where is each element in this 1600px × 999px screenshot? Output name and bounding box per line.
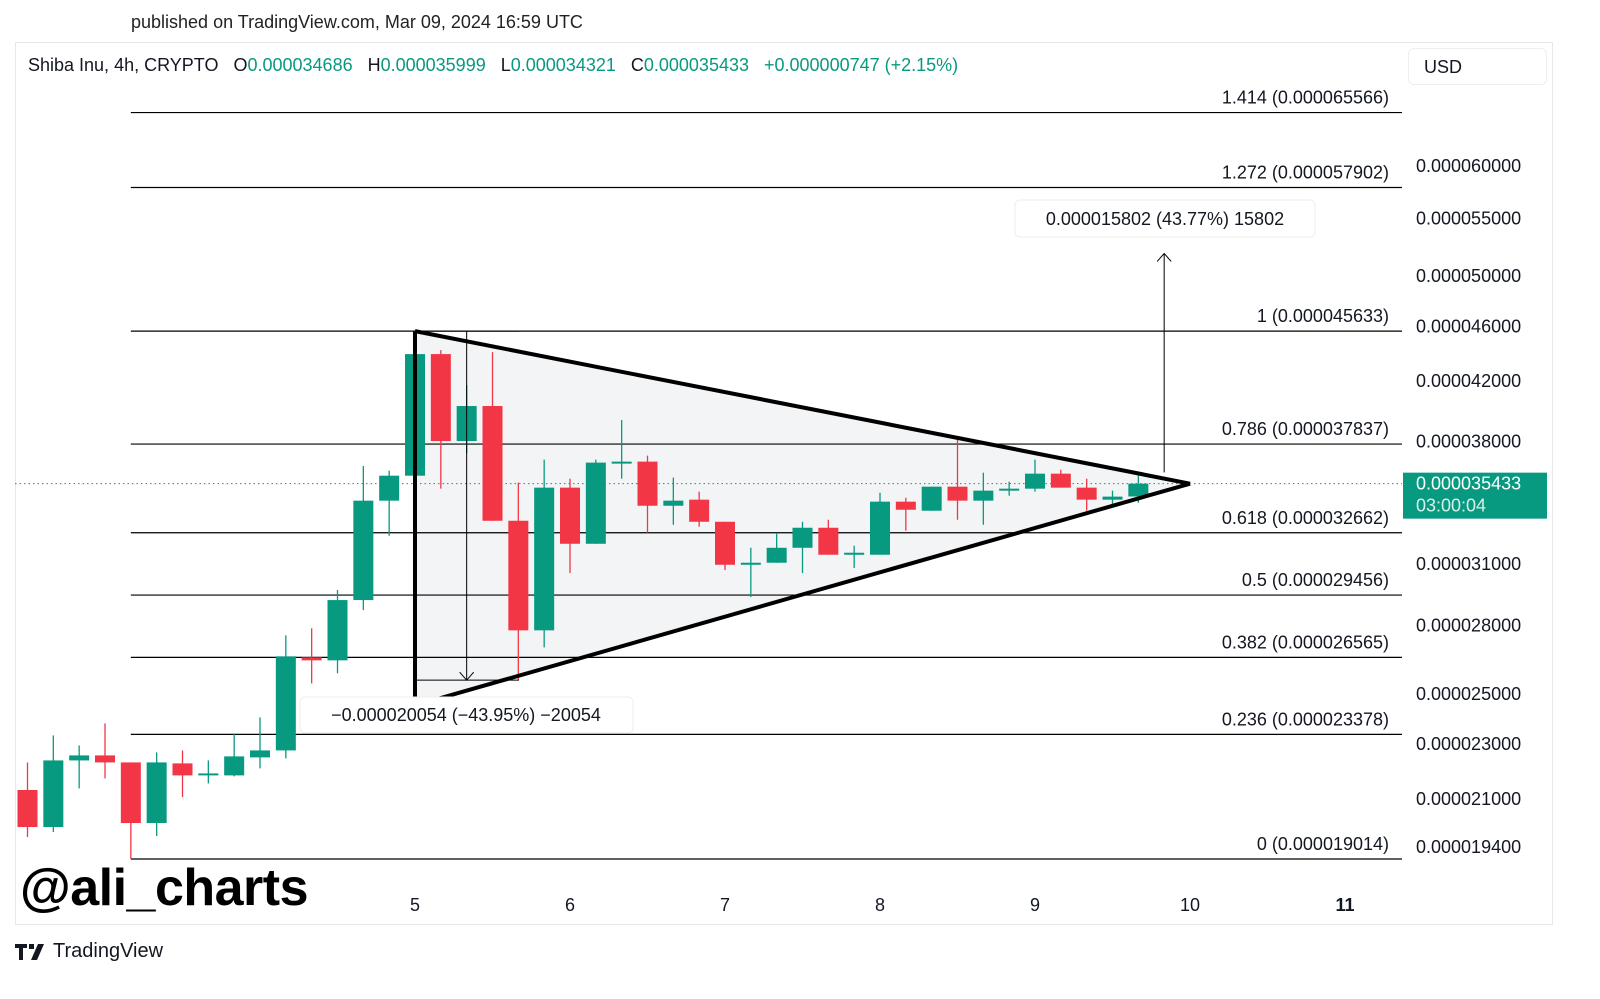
open-label: O: [233, 55, 248, 75]
candle-bullish: [198, 773, 219, 776]
candle-bearish: [947, 486, 968, 501]
x-axis-tick-label: 9: [1030, 895, 1040, 915]
y-axis-tick-label: 0.000055000: [1416, 209, 1521, 229]
measure-label: 0.000015802 (43.77%) 15802: [1046, 209, 1284, 229]
candle-bullish: [766, 547, 787, 563]
countdown-label: 03:00:04: [1416, 496, 1486, 516]
symbol-name: Shiba Inu, 4h, CRYPTO: [28, 55, 219, 75]
x-axis-tick-label: 8: [875, 895, 885, 915]
measure-label-box: [299, 696, 634, 734]
x-axis-tick-label: 7: [720, 895, 730, 915]
measure-label-box: [1014, 199, 1316, 238]
y-axis-tick-label: 0.000031000: [1416, 554, 1521, 574]
close-value: 0.000035433: [643, 55, 749, 75]
measure-arrowhead-icon: [1156, 252, 1172, 262]
candle-bearish: [301, 657, 322, 661]
candle-bullish: [611, 461, 632, 464]
fib-level-label: 0.786 (0.000037837): [1222, 419, 1389, 439]
y-axis-tick-label: 0.000023000: [1416, 734, 1521, 754]
candle-bearish: [172, 763, 193, 776]
current-price-badge: [1403, 472, 1547, 519]
candle-bullish: [224, 756, 245, 776]
candle-bullish: [921, 486, 942, 511]
candle-bullish: [1025, 473, 1045, 489]
y-axis-tick-label: 0.000019400: [1416, 837, 1521, 857]
candle-bullish: [792, 527, 813, 548]
tradingview-logo-icon: [15, 943, 44, 960]
candle-bearish: [895, 501, 916, 510]
candle-bullish: [1128, 483, 1149, 497]
y-axis-tick-label: 0.000042000: [1416, 371, 1521, 391]
triangle-lower-trendline: [414, 481, 1191, 708]
fib-level-label: 0.236 (0.000023378): [1222, 709, 1389, 729]
currency-button[interactable]: USD: [1408, 48, 1547, 85]
fib-level-label: 1 (0.000045633): [1257, 306, 1389, 326]
x-axis-tick-label: 5: [410, 895, 420, 915]
y-axis-tick-label: 0.000021000: [1416, 789, 1521, 809]
x-axis-tick-label: 11: [1335, 895, 1354, 915]
low-value: 0.000034321: [510, 55, 616, 75]
fib-level-label: 0.382 (0.000026565): [1222, 632, 1389, 652]
candle-bearish: [120, 762, 141, 824]
fib-level-label: 0.5 (0.000029456): [1242, 570, 1389, 590]
y-axis-tick-label: 0.000028000: [1416, 616, 1521, 636]
candle-bullish: [534, 487, 555, 631]
triangle-pattern-fill: [415, 331, 1190, 706]
ohlc-legend: Shiba Inu, 4h, CRYPTO O0.000034686 H0.00…: [28, 55, 958, 76]
x-axis-tick-label: 10: [1180, 895, 1200, 915]
candle-bullish: [663, 500, 684, 506]
fib-level-label: 1.272 (0.000057902): [1222, 163, 1389, 183]
published-note: published on TradingView.com, Mar 09, 20…: [131, 12, 583, 32]
candle-bullish: [275, 656, 296, 751]
y-axis-tick-label: 0.000050000: [1416, 266, 1521, 286]
close-label: C: [630, 55, 644, 75]
candle-bullish: [379, 475, 400, 501]
fib-level-label: 0.618 (0.000032662): [1222, 508, 1389, 528]
tradingview-logo[interactable]: TradingView: [15, 940, 163, 963]
y-axis-tick-label: 0.000038000: [1416, 431, 1521, 451]
candle-bullish: [146, 762, 167, 824]
watermark: @ali_charts: [20, 859, 309, 917]
triangle-upper-trendline: [414, 329, 1191, 486]
y-axis-tick-label: 0.000025000: [1416, 684, 1521, 704]
candle-bullish: [844, 552, 865, 555]
candle-bearish: [560, 487, 580, 544]
measure-label: −0.000020054 (−43.95%) −20054: [331, 705, 601, 725]
x-axis-tick-label: 6: [565, 895, 575, 915]
candle-bearish: [818, 527, 839, 555]
y-axis-tick-label: 0.000046000: [1416, 316, 1521, 336]
candle-bearish: [508, 520, 529, 631]
candle-bearish: [17, 790, 38, 828]
high-value: 0.000035999: [380, 55, 486, 75]
candle-bearish: [689, 499, 710, 522]
candle-bearish: [482, 406, 503, 521]
change-value: +0.000000747 (+2.15%): [764, 55, 959, 75]
fib-level-label: 0 (0.000019014): [1257, 834, 1389, 854]
candle-bullish: [973, 490, 994, 501]
candle-bullish: [999, 488, 1020, 491]
candle-bullish: [1102, 496, 1123, 500]
candle-bearish: [1076, 487, 1097, 500]
candle-bearish: [715, 521, 735, 565]
candle-bearish: [1050, 473, 1071, 488]
y-axis-tick-label: 0.000060000: [1416, 156, 1521, 176]
candle-bullish: [740, 562, 761, 565]
candle-bullish: [43, 760, 64, 828]
low-label: L: [500, 55, 511, 75]
open-value: 0.000034686: [247, 55, 353, 75]
candle-bullish: [69, 755, 90, 761]
candle-bullish: [327, 600, 348, 661]
fib-level-label: 1.414 (0.000065566): [1222, 88, 1389, 108]
candle-bullish: [870, 501, 890, 555]
candle-bullish: [250, 750, 270, 758]
current-price-label: 0.000035433: [1416, 474, 1521, 494]
candle-bullish: [585, 462, 606, 544]
candle-bearish: [637, 461, 658, 506]
candle-bullish: [353, 500, 374, 601]
candle-bearish: [95, 755, 115, 763]
candle-bearish: [430, 354, 451, 442]
brand-name: TradingView: [53, 940, 164, 962]
high-label: H: [367, 55, 381, 75]
